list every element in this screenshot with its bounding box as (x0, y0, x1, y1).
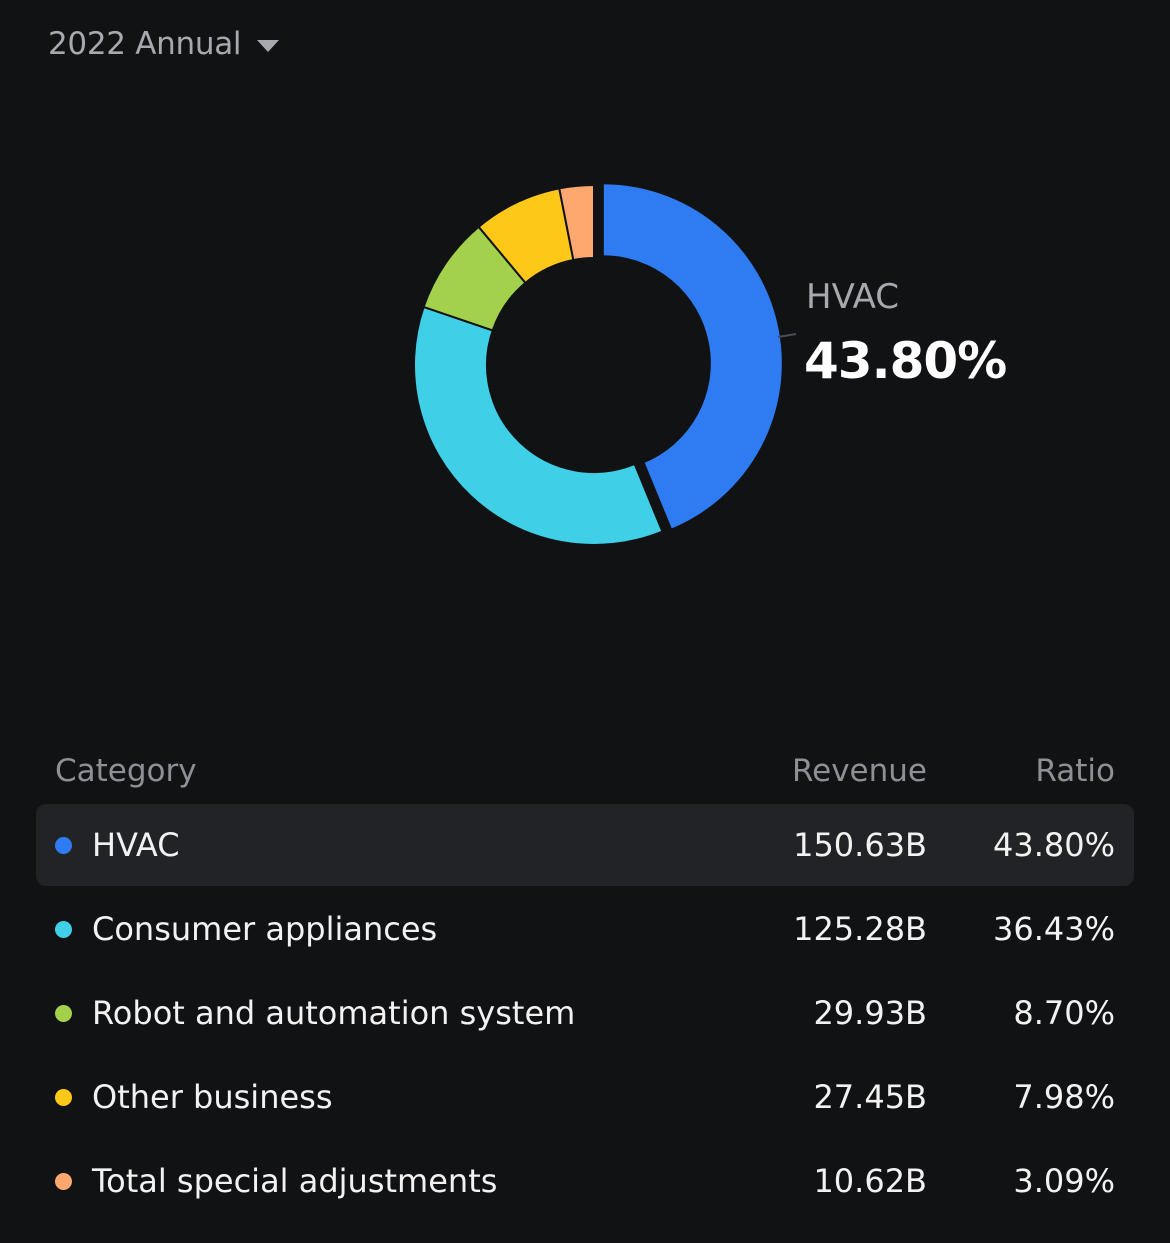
period-selector[interactable]: 2022 Annual (48, 22, 280, 66)
callout-leader-line (777, 333, 797, 338)
donut-slices (413, 182, 784, 546)
header-category: Category (55, 753, 197, 789)
revenue-cell: 150.63B (793, 826, 927, 864)
legend-dot-icon (55, 1088, 72, 1106)
header-ratio: Ratio (1035, 753, 1115, 789)
legend-dot-icon (55, 1172, 72, 1190)
header-revenue: Revenue (791, 753, 927, 789)
category-cell: Total special adjustments (36, 1162, 627, 1200)
category-label: HVAC (92, 826, 180, 864)
ratio-cell: 3.09% (1013, 1162, 1115, 1200)
ratio-cell: 43.80% (992, 826, 1115, 864)
callout-category-label: HVAC (806, 277, 899, 317)
category-label: Consumer appliances (92, 910, 438, 948)
ratio-cell: 8.70% (1013, 994, 1115, 1032)
legend-dot-icon (55, 836, 72, 854)
category-label: Other business (92, 1078, 333, 1116)
table-row[interactable]: Robot and automation system 29.93B 8.70% (36, 972, 1134, 1054)
ratio-cell: 36.43% (992, 910, 1115, 948)
category-label: Total special adjustments (92, 1162, 498, 1200)
ratio-cell: 7.98% (1013, 1078, 1115, 1116)
slice-consumer-appliances[interactable] (413, 305, 664, 546)
table-row[interactable]: Consumer appliances 125.28B 36.43% (36, 888, 1134, 970)
callout-percentage: 43.80% (804, 332, 1006, 390)
slice-hvac[interactable] (601, 182, 784, 532)
table-row[interactable]: Other business 27.45B 7.98% (36, 1056, 1134, 1138)
table-row[interactable]: HVAC 150.63B 43.80% (36, 804, 1134, 886)
category-cell: Other business (36, 1078, 627, 1116)
slice-total-special-adjustments[interactable] (558, 183, 595, 262)
revenue-cell: 125.28B (793, 910, 927, 948)
category-cell: Consumer appliances (36, 910, 627, 948)
category-cell: Robot and automation system (36, 994, 627, 1032)
revenue-cell: 29.93B (813, 994, 927, 1032)
legend-dot-icon (55, 920, 72, 938)
category-cell: HVAC (36, 826, 627, 864)
table-header: Category Revenue Ratio (36, 740, 1134, 802)
caret-down-icon (257, 39, 280, 52)
period-label: 2022 Annual (48, 26, 242, 62)
legend-dot-icon (55, 1004, 72, 1022)
revenue-cell: 10.62B (813, 1162, 927, 1200)
revenue-table: Category Revenue Ratio HVAC 150.63B 43.80%… (36, 740, 1134, 1222)
table-body: HVAC 150.63B 43.80% Consumer appliances 125.… (36, 804, 1134, 1222)
revenue-cell: 27.45B (813, 1078, 927, 1116)
category-label: Robot and automation system (92, 994, 576, 1032)
donut-chart: HVAC 43.80% (413, 182, 1007, 546)
table-row[interactable]: Total special adjustments 10.62B 3.09% (36, 1140, 1134, 1222)
